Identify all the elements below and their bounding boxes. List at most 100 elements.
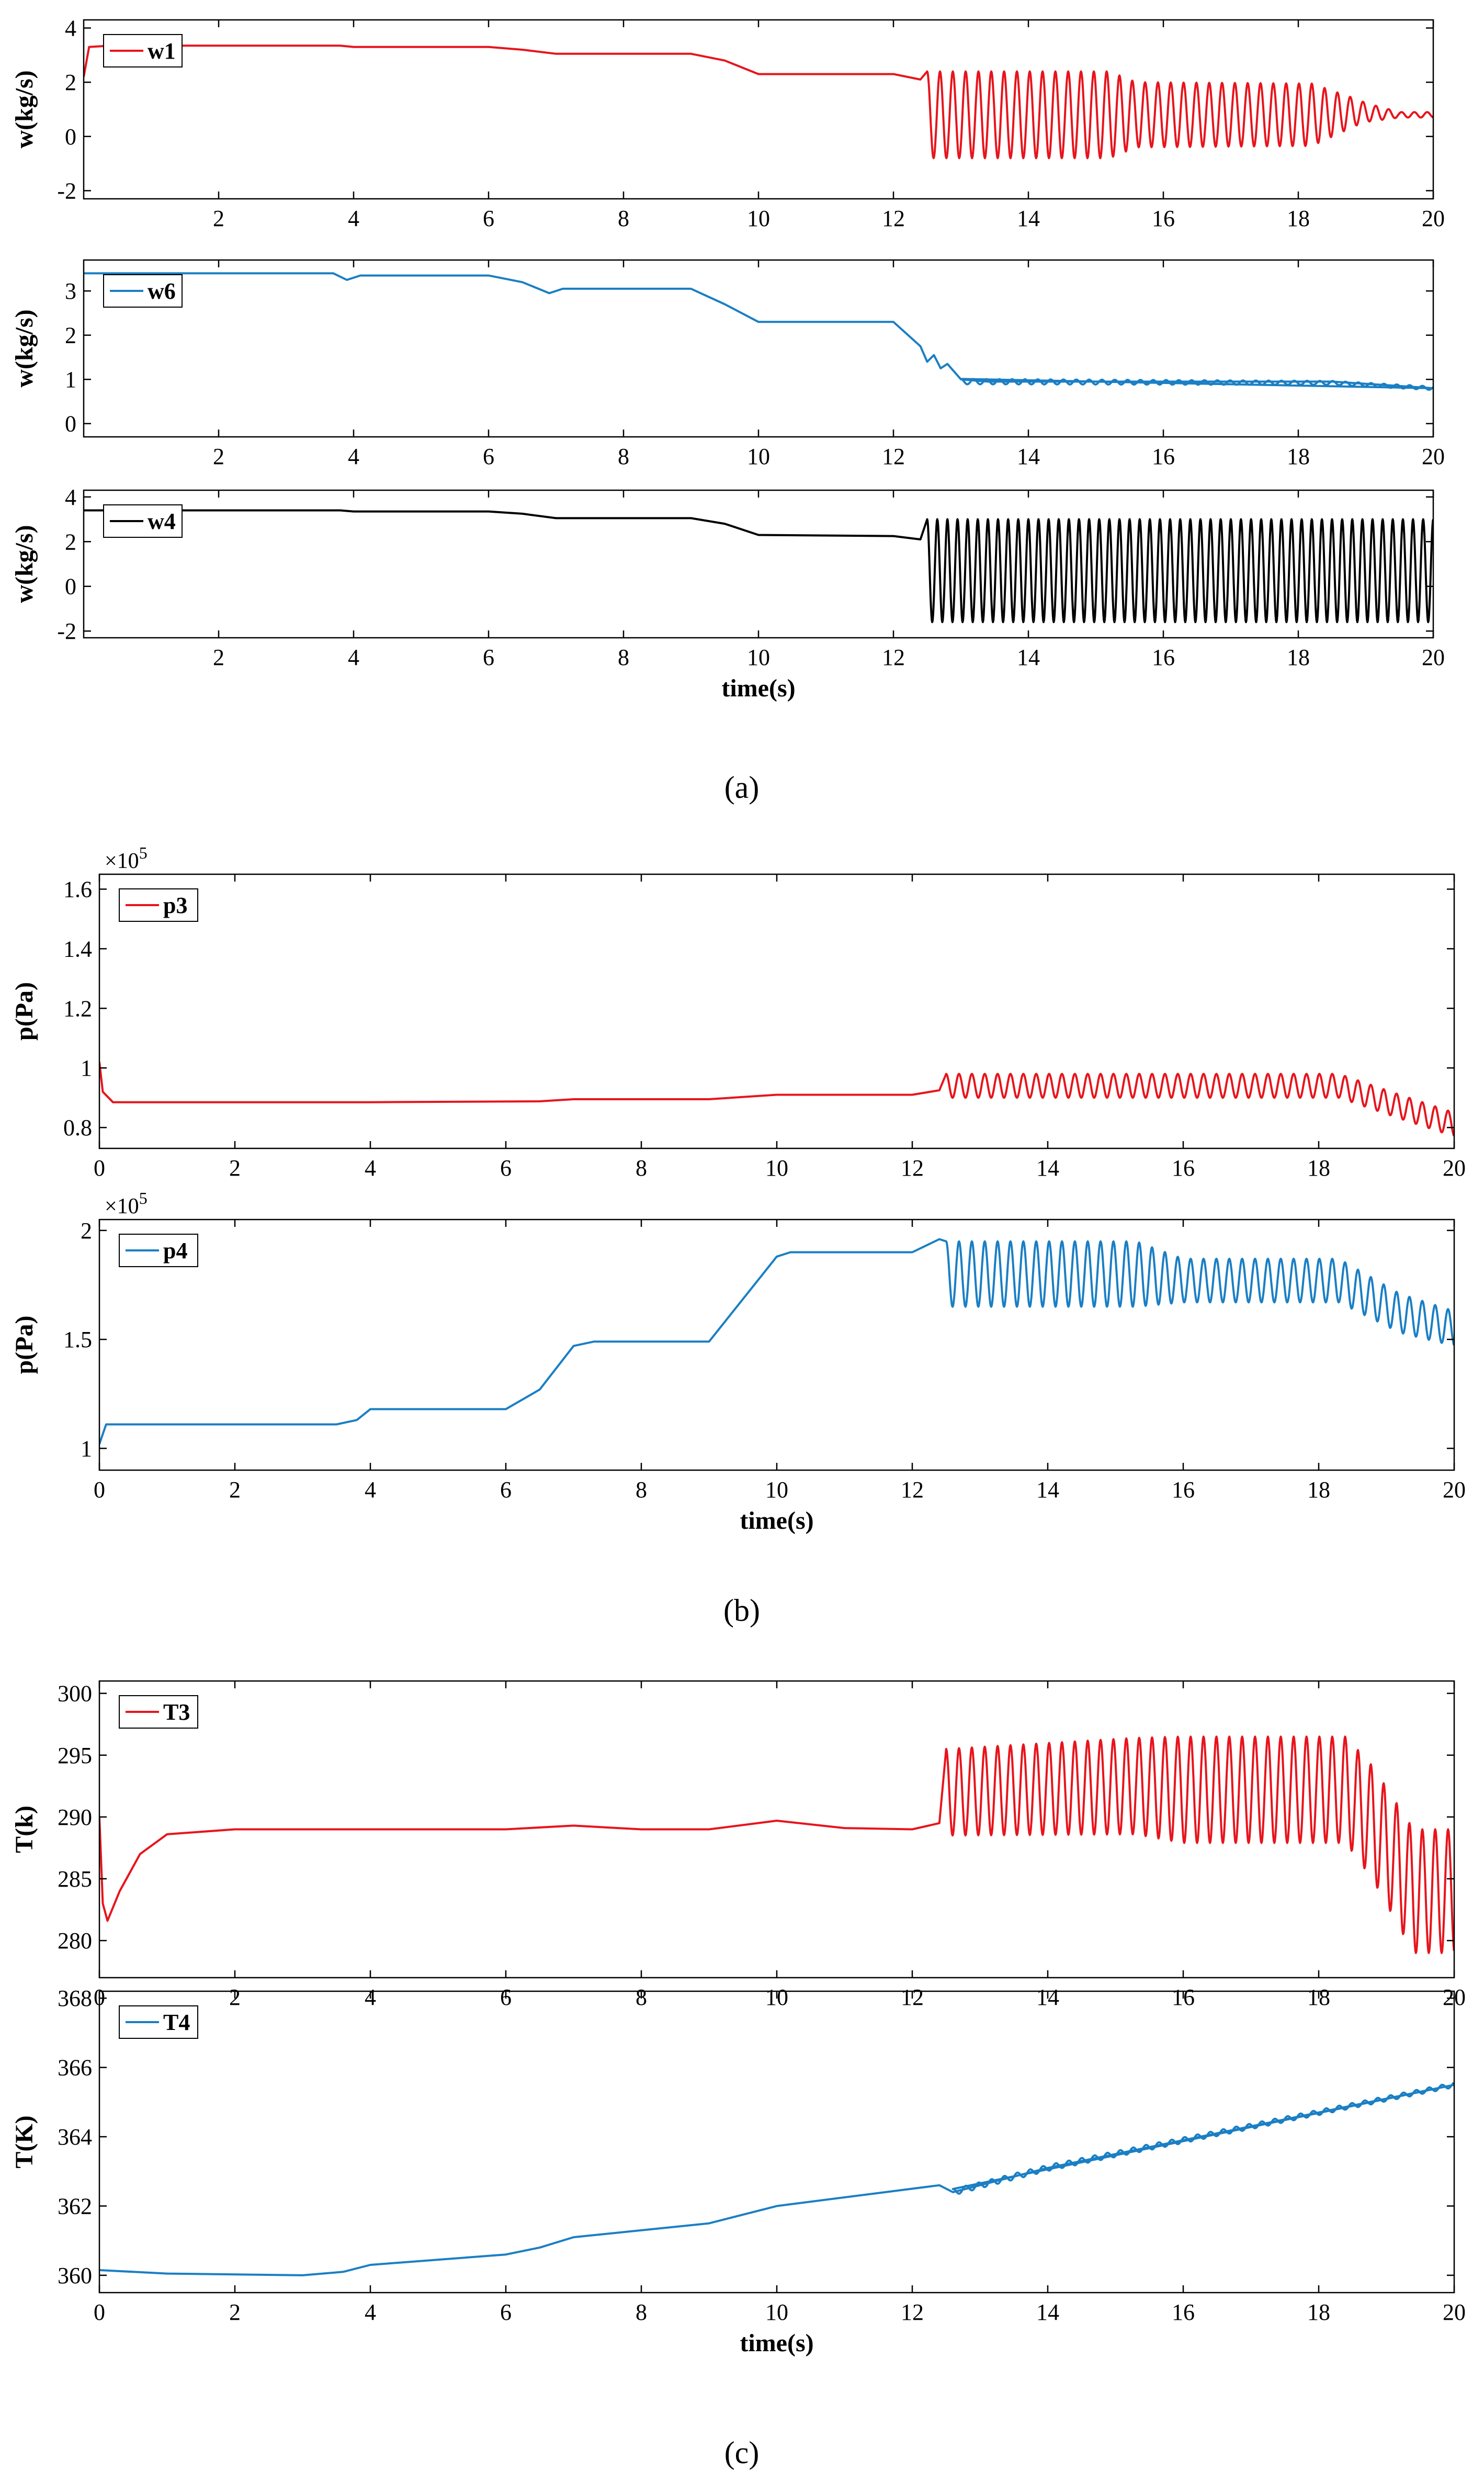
legend-label: T3 <box>163 1699 190 1725</box>
x-tick-label: 6 <box>483 444 494 469</box>
x-tick-label: 0 <box>94 1477 105 1503</box>
y-tick-label: 0 <box>65 574 76 600</box>
x-tick-label: 2 <box>229 2299 241 2325</box>
x-tick-label: 16 <box>1152 444 1175 469</box>
y-tick-label: 364 <box>58 2124 92 2150</box>
x-tick-label: 14 <box>1017 444 1040 469</box>
chart-panel-b2: 0 2 4 6 8 10 12 14 16 18 20 1 1.5 2 ×105 p(Pa) time(s) p4 <box>10 1189 1466 1535</box>
legend: p4 <box>119 1234 198 1267</box>
x-axis-label: time(s) <box>740 1507 813 1535</box>
legend-label: p4 <box>163 1238 187 1263</box>
y-tick-label: 3 <box>65 278 76 304</box>
figure-caption-b2: (b) <box>723 1593 760 1628</box>
legend: w6 <box>103 274 183 308</box>
y-tick-label: 368 <box>58 1985 92 2011</box>
y-tick-label: 1 <box>65 367 76 392</box>
y-tick-label: 4 <box>65 16 76 41</box>
x-tick-label: 4 <box>365 2299 376 2325</box>
plot-frame <box>83 489 1434 639</box>
x-tick-label: 12 <box>882 645 905 670</box>
x-tick-label: 20 <box>1443 1477 1466 1503</box>
y-axis-label: T(K) <box>10 2115 38 2168</box>
y-tick-label: 0 <box>65 411 76 437</box>
x-tick-label: 4 <box>365 1155 376 1181</box>
y-tick-label: 360 <box>58 2263 92 2288</box>
y-tick-label: 0.8 <box>63 1115 92 1141</box>
x-tick-label: 8 <box>618 645 629 670</box>
y-tick-label: 1 <box>81 1436 92 1461</box>
legend-label: w1 <box>148 38 176 64</box>
x-tick-label: 2 <box>213 645 224 670</box>
legend-label: w4 <box>148 509 176 534</box>
y-exponent-label: ×105 <box>105 1189 148 1219</box>
series-line-T4 <box>99 2082 1454 2276</box>
legend-label: p3 <box>163 893 187 918</box>
x-tick-label: 12 <box>901 2299 924 2325</box>
chart-panel-b1: 0 2 4 6 8 10 12 14 16 18 20 0.8 1 1.2 1.4 1.6 ×105 p(Pa) p… <box>10 843 1466 1181</box>
figure-caption-c2: (c) <box>724 2435 760 2470</box>
y-exponent-label: ×105 <box>105 843 148 873</box>
x-tick-label: 8 <box>636 1477 647 1503</box>
x-tick-label: 12 <box>882 206 905 231</box>
y-axis-label: T(k) <box>10 1806 38 1853</box>
x-tick-label: 6 <box>483 206 494 231</box>
figure-caption-a3: (a) <box>724 770 760 805</box>
x-tick-label: 16 <box>1172 1477 1195 1503</box>
x-tick-label: 20 <box>1422 206 1445 231</box>
x-axis-label: time(s) <box>740 2329 813 2357</box>
y-tick-label: 2 <box>81 1218 92 1244</box>
y-axis-label: w(kg/s) <box>10 309 38 387</box>
y-axis-label: p(Pa) <box>10 1316 38 1374</box>
x-tick-label: 20 <box>1422 444 1445 469</box>
x-tick-label: 20 <box>1443 1155 1466 1181</box>
x-tick-label: 6 <box>483 645 494 670</box>
x-tick-label: 4 <box>348 645 359 670</box>
legend-label: T4 <box>163 2010 190 2035</box>
x-tick-label: 18 <box>1287 444 1310 469</box>
plot-frame <box>83 19 1434 200</box>
y-tick-label: 366 <box>58 2055 92 2081</box>
chart-panel-a3: 2 4 6 8 10 12 14 16 18 20 -2 0 2 4 w(kg/s) time(s) w4 <box>10 484 1445 702</box>
y-tick-label: 1.4 <box>63 936 92 962</box>
x-tick-label: 14 <box>1017 206 1040 231</box>
x-tick-label: 8 <box>636 2299 647 2325</box>
x-tick-label: 10 <box>765 2299 788 2325</box>
x-tick-label: 12 <box>901 1477 924 1503</box>
legend: T3 <box>119 1695 198 1729</box>
series-line-T3 <box>99 1735 1454 1954</box>
y-tick-label: 2 <box>65 70 76 95</box>
x-tick-label: 12 <box>882 444 905 469</box>
plot-frame <box>83 259 1434 438</box>
y-axis-label: w(kg/s) <box>10 70 38 148</box>
x-tick-label: 18 <box>1287 206 1310 231</box>
y-axis-label: p(Pa) <box>10 982 38 1041</box>
y-tick-label: 1.5 <box>63 1327 92 1352</box>
x-tick-label: 8 <box>618 206 629 231</box>
x-tick-label: 8 <box>618 444 629 469</box>
y-tick-label: 295 <box>58 1743 92 1768</box>
x-tick-label: 18 <box>1307 2299 1330 2325</box>
y-axis-label: w(kg/s) <box>10 525 38 603</box>
y-tick-label: 4 <box>65 484 76 510</box>
x-tick-label: 20 <box>1422 645 1445 670</box>
x-tick-label: 6 <box>500 2299 512 2325</box>
x-tick-label: 14 <box>1036 1155 1059 1181</box>
series-line-w1 <box>84 44 1433 160</box>
plot-frame <box>98 873 1455 1149</box>
x-axis-label: time(s) <box>721 674 795 702</box>
x-tick-label: 2 <box>213 444 224 469</box>
series-line-p3 <box>99 1062 1454 1137</box>
x-tick-label: 10 <box>747 206 770 231</box>
legend: T4 <box>119 2005 198 2039</box>
x-tick-label: 0 <box>94 2299 105 2325</box>
x-tick-label: 16 <box>1172 2299 1195 2325</box>
x-tick-label: 10 <box>765 1477 788 1503</box>
x-tick-label: 6 <box>500 1477 512 1503</box>
x-tick-label: 4 <box>348 206 359 231</box>
legend: p3 <box>119 888 198 922</box>
x-tick-label: 10 <box>765 1155 788 1181</box>
y-tick-label: 290 <box>58 1804 92 1830</box>
chart-panel-c2: 0 2 4 6 8 10 12 14 16 18 20 360 362 364 366 368 T(K) time… <box>10 1985 1466 2357</box>
